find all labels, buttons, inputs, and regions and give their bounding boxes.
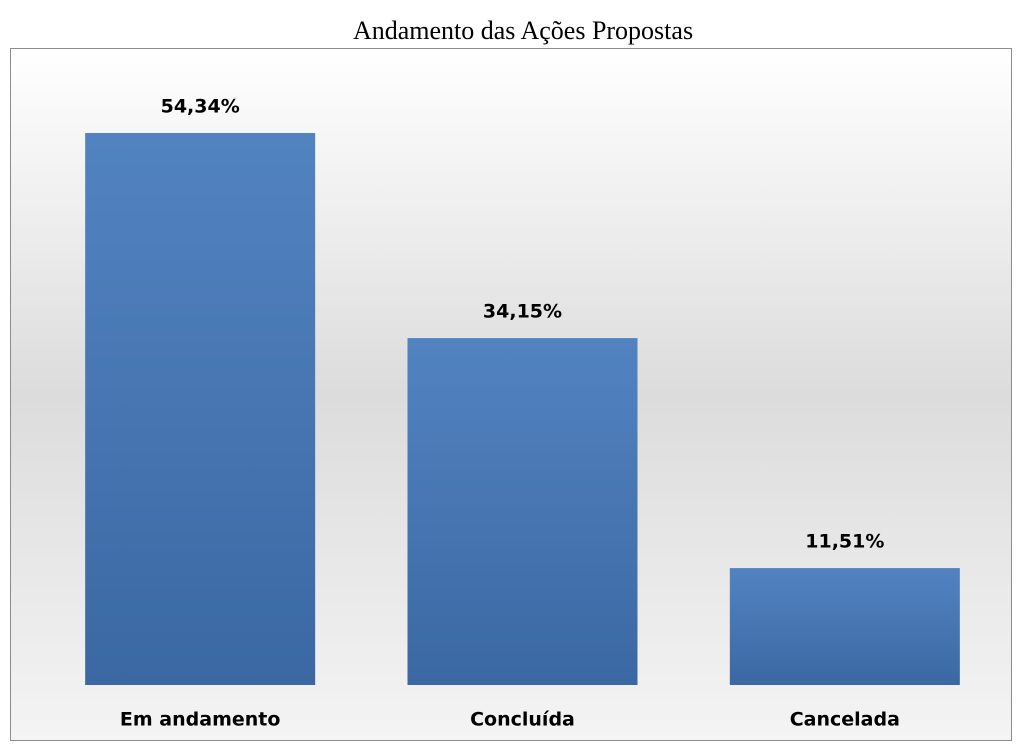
x-tick-label: Cancelada (790, 709, 900, 731)
data-label: 11,51% (805, 531, 884, 553)
bar (85, 133, 316, 685)
data-label: 34,15% (483, 301, 562, 323)
bar (729, 568, 960, 685)
x-tick-label: Concluída (470, 709, 575, 731)
chart-title: Andamento das Ações Propostas (353, 16, 693, 45)
x-tick-label: Em andamento (120, 709, 281, 731)
data-label: 54,34% (161, 96, 240, 118)
bar (407, 338, 638, 685)
